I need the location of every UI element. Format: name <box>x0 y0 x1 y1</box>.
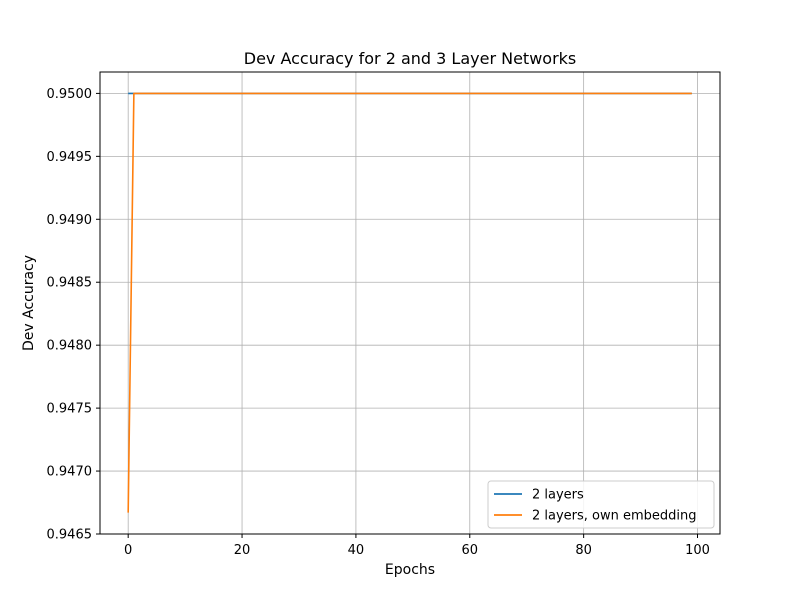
legend-label-2: 2 layers, own embedding <box>532 509 697 524</box>
x-tick-label: 100 <box>685 543 710 558</box>
x-tick-label: 40 <box>348 543 365 558</box>
series-line-2 <box>127 92 692 513</box>
y-axis-ticks: 0.9465 0.9470 0.9475 0.9480 0.9485 0.9490 0.94… <box>47 87 100 543</box>
y-tick-label: 0.9465 <box>47 528 93 543</box>
y-tick-label: 0.9495 <box>47 150 93 165</box>
x-tick-label: 80 <box>575 543 592 558</box>
series-lines <box>127 92 692 513</box>
y-tick-label: 0.9470 <box>47 465 93 480</box>
x-axis-label: Epochs <box>385 562 435 578</box>
y-tick-label: 0.9485 <box>47 276 93 291</box>
chart-title: Dev Accuracy for 2 and 3 Layer Networks <box>244 49 577 68</box>
y-tick-label: 0.9480 <box>47 339 93 354</box>
plot-frame <box>99 71 721 535</box>
x-tick-label: 60 <box>462 543 479 558</box>
legend-box <box>487 480 715 529</box>
y-tick-label: 0.9500 <box>47 87 93 102</box>
x-axis-ticks: 0 20 40 60 80 100 <box>124 534 710 558</box>
legend: 2 layers 2 layers, own embedding <box>487 480 715 529</box>
plot-area <box>100 72 720 534</box>
y-tick-label: 0.9490 <box>47 213 93 228</box>
x-tick-label: 20 <box>234 543 251 558</box>
legend-label-1: 2 layers <box>532 488 584 503</box>
y-axis-label: Dev Accuracy <box>21 255 37 351</box>
y-tick-label: 0.9475 <box>47 402 93 417</box>
x-tick-label: 0 <box>124 543 132 558</box>
